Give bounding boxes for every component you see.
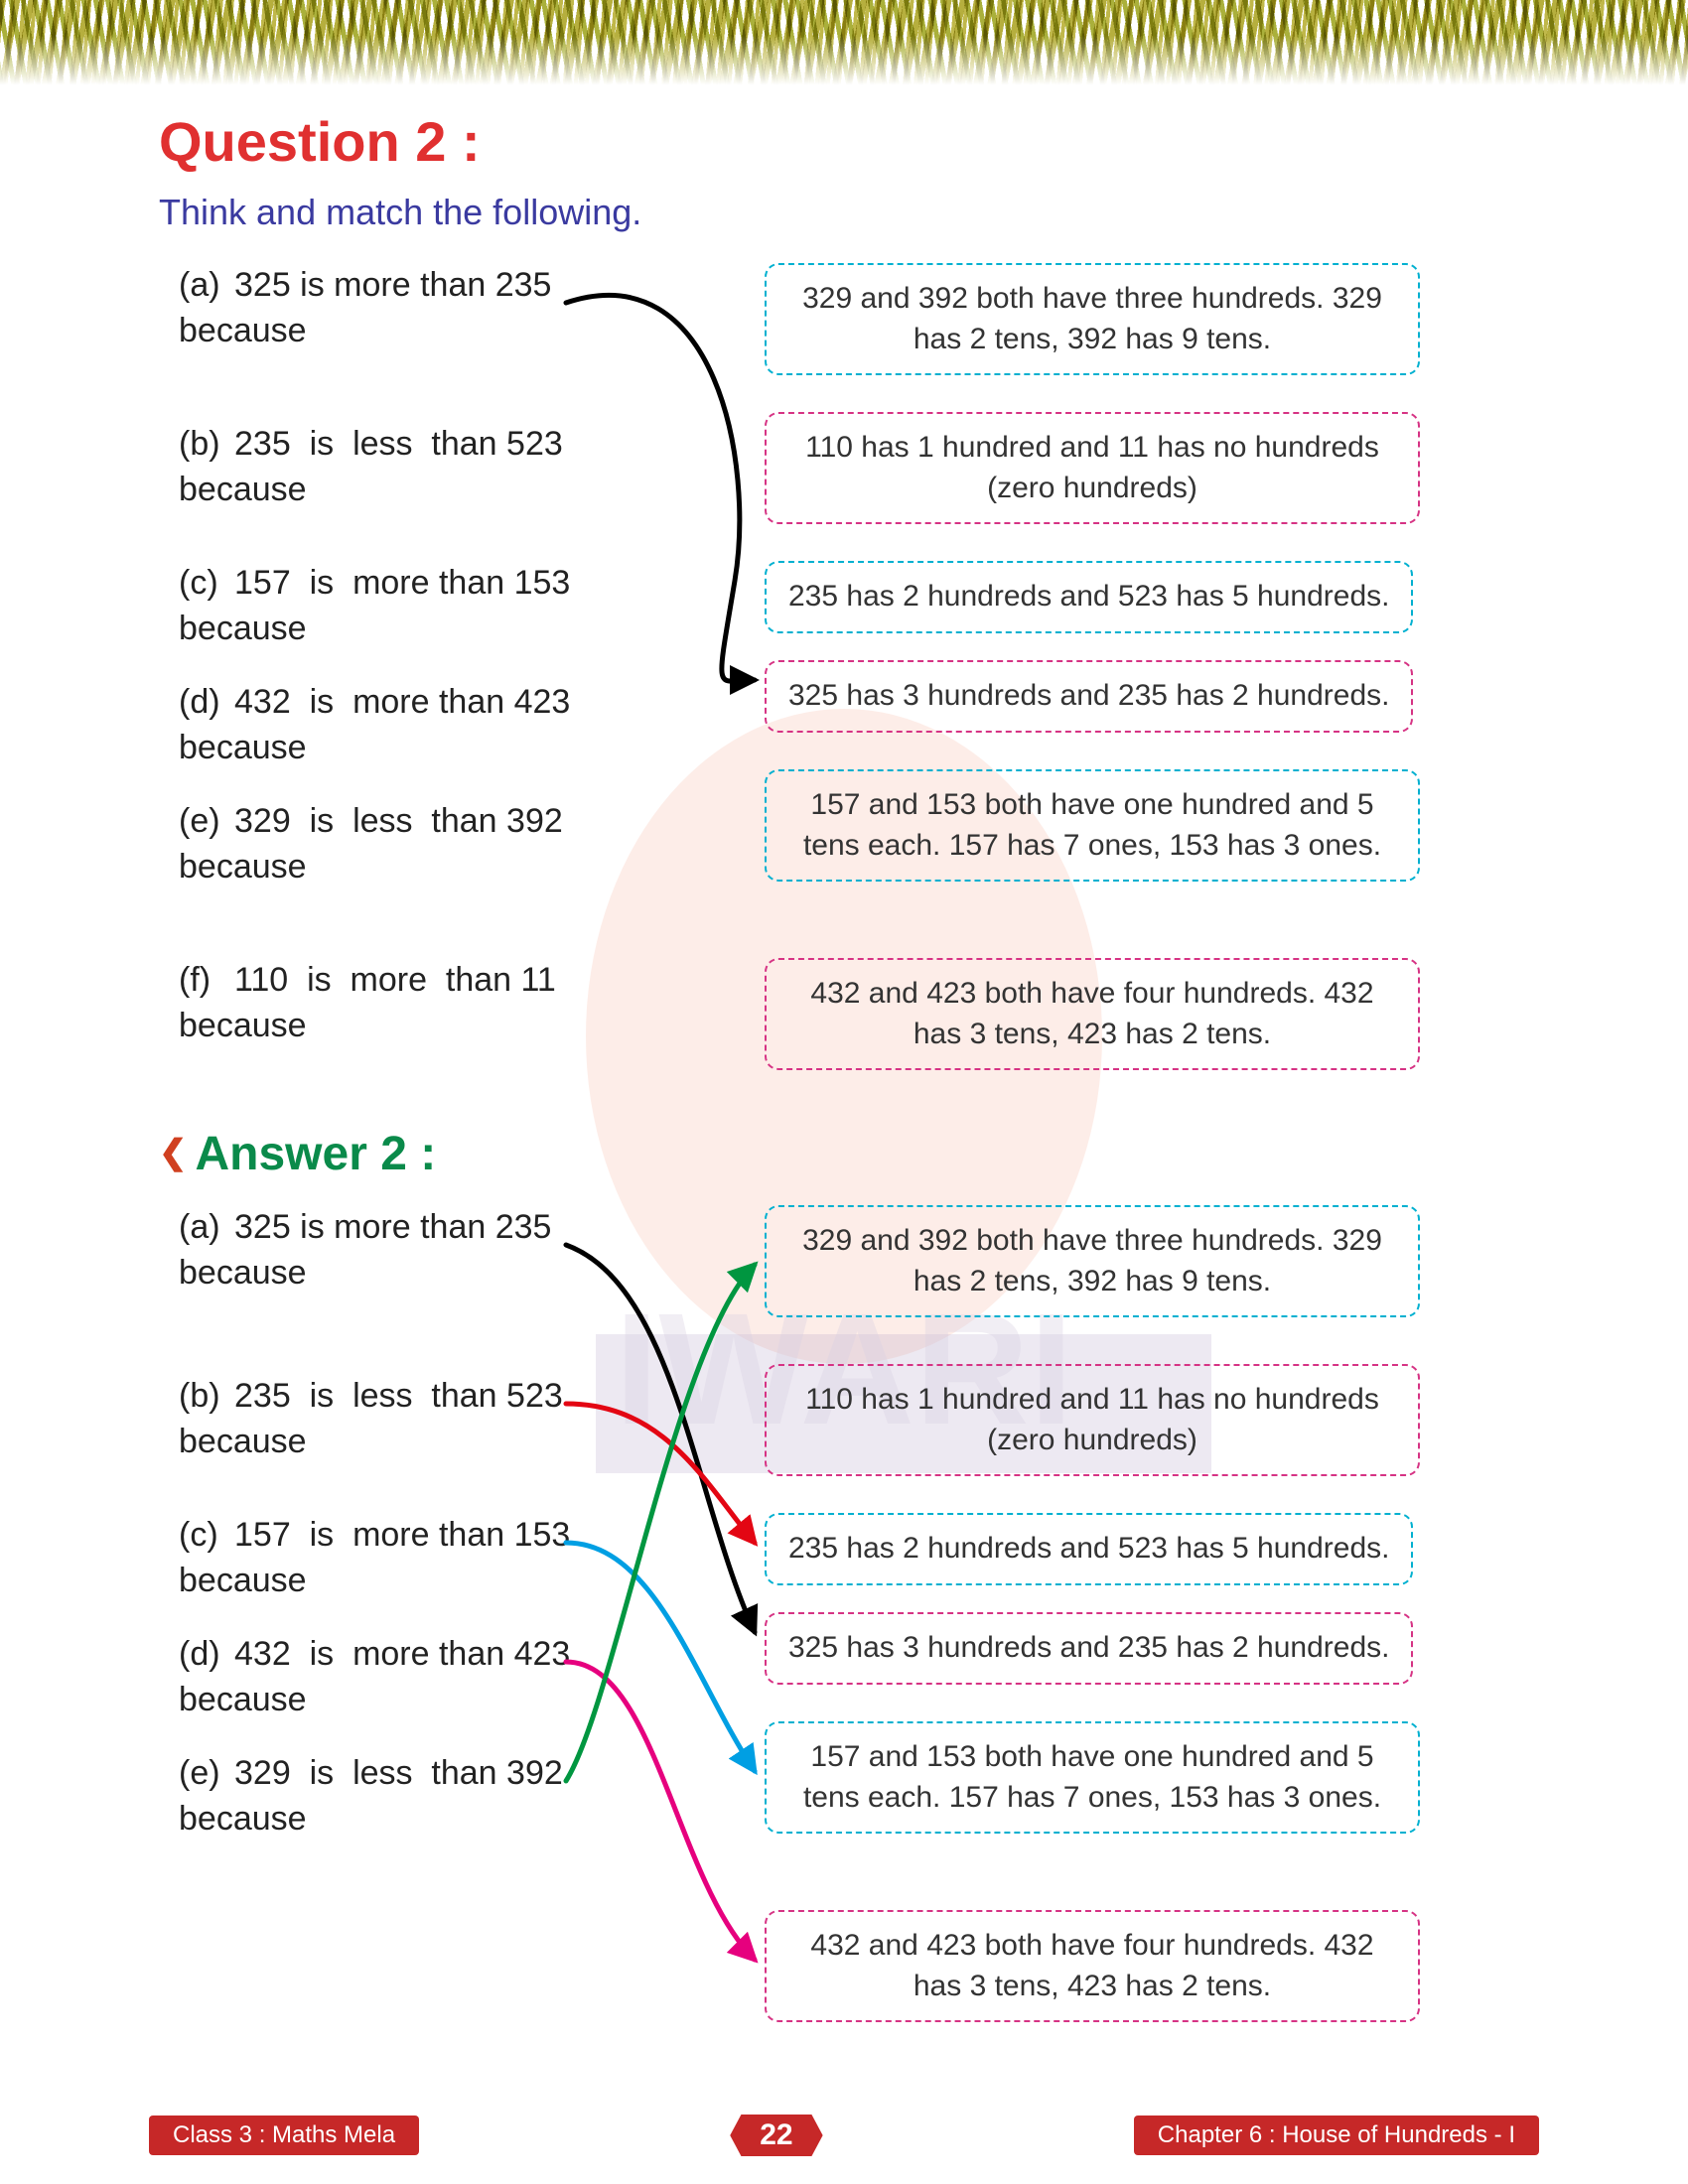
match-prompt: (f)110 is more than 11 because — [159, 958, 675, 1049]
match-prompt: (b)235 is less than 523 because — [159, 422, 675, 513]
match-option-box: 325 has 3 hundreds and 235 has 2 hundred… — [765, 660, 1413, 733]
question-heading: Question 2 : — [159, 109, 1569, 174]
footer-right-chip: Chapter 6 : House of Hundreds - I — [1134, 2116, 1539, 2155]
match-option-box: 432 and 423 both have four hundreds. 432… — [765, 958, 1420, 1070]
question-block: (a)325 is more than 235 because (b)235 is… — [159, 263, 1569, 1077]
footer-left-chip: Class 3 : Maths Mela — [149, 2116, 419, 2155]
match-prompt: (c)157 is more than 153 because — [159, 561, 675, 652]
match-prompt: (d)432 is more than 423 because — [159, 680, 675, 771]
match-option-box: 157 and 153 both have one hundred and 5 … — [765, 769, 1420, 882]
match-prompt: (d)432 is more than 423 because — [159, 1632, 675, 1723]
decorative-fringe — [0, 0, 1688, 89]
match-prompt: (e)329 is less than 392 because — [159, 1751, 675, 1843]
match-option-box: 329 and 392 both have three hundreds. 32… — [765, 1205, 1420, 1317]
question-subtitle: Think and match the following. — [159, 192, 1569, 233]
match-option-box: 235 has 2 hundreds and 523 has 5 hundred… — [765, 1513, 1413, 1585]
answer-heading: Answer 2 : — [159, 1127, 1569, 1181]
match-option-box: 432 and 423 both have four hundreds. 432… — [765, 1910, 1420, 2022]
match-prompt: (a)325 is more than 235 because — [159, 1205, 675, 1297]
page-number: 22 — [730, 2115, 822, 2156]
match-option-box: 110 has 1 hundred and 11 has no hundreds… — [765, 412, 1420, 524]
match-option-box: 157 and 153 both have one hundred and 5 … — [765, 1721, 1420, 1834]
match-option-box: 325 has 3 hundreds and 235 has 2 hundred… — [765, 1612, 1413, 1685]
match-prompt: (a)325 is more than 235 because — [159, 263, 675, 354]
match-option-box: 110 has 1 hundred and 11 has no hundreds… — [765, 1364, 1420, 1476]
match-prompt: (c)157 is more than 153 because — [159, 1513, 675, 1604]
match-option-box: 329 and 392 both have three hundreds. 32… — [765, 263, 1420, 375]
match-option-box: 235 has 2 hundreds and 523 has 5 hundred… — [765, 561, 1413, 633]
page-footer: Class 3 : Maths Mela 22 Chapter 6 : Hous… — [149, 2115, 1539, 2156]
answer-block: (a)325 is more than 235 because (b)235 is… — [159, 1205, 1569, 2079]
match-prompt: (b)235 is less than 523 because — [159, 1374, 675, 1465]
match-prompt: (e)329 is less than 392 because — [159, 799, 675, 890]
